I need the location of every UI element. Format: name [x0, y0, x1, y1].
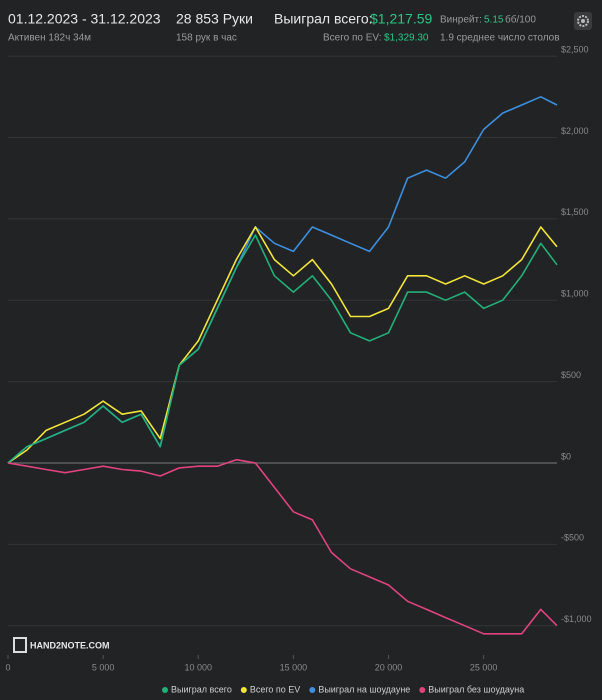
- legend-label: Выиграл без шоудауна: [428, 684, 524, 694]
- legend-marker: [309, 687, 316, 693]
- series-line: [7, 226, 558, 464]
- x-tick-label: 15 000: [280, 662, 308, 672]
- y-tick-label: -$500: [561, 533, 584, 543]
- tables: 1.9 среднее число столов: [440, 33, 560, 44]
- x-tick-label: 5 000: [92, 662, 115, 672]
- winrate-unit: бб/100: [505, 14, 536, 26]
- y-tick-label: $2,500: [561, 45, 589, 55]
- legend-marker: [240, 687, 247, 693]
- logo: HAND2NOTE.COM: [13, 637, 110, 653]
- period: 01.12.2023 - 31.12.2023: [8, 11, 161, 27]
- logo-text: HAND2NOTE.COM: [30, 640, 110, 650]
- legend-label: Всего по EV: [250, 684, 300, 694]
- settings-button[interactable]: [574, 12, 592, 30]
- legend-label: Выиграл на шоудауне: [318, 684, 410, 694]
- series-line: [7, 234, 558, 464]
- legend-marker: [162, 687, 168, 693]
- winrate-value: 5.15: [484, 15, 504, 26]
- hands: 28 853 Руки: [176, 11, 253, 27]
- y-tick-label: -$1,000: [561, 614, 592, 624]
- legend-label: Выиграл всего: [171, 684, 232, 694]
- legend-marker: [419, 687, 426, 693]
- x-tick-label: 20 000: [375, 662, 403, 672]
- active-time: Активен 182ч 34м: [8, 33, 91, 44]
- won-label: Выиграл всего:: [274, 11, 373, 27]
- x-tick-label: 10 000: [185, 662, 213, 672]
- y-tick-label: $1,500: [561, 207, 589, 217]
- y-tick-label: $1,000: [561, 289, 589, 299]
- y-tick-label: $500: [561, 370, 581, 380]
- won-value: $1,217.59: [370, 11, 432, 27]
- x-tick-label: 0: [5, 662, 10, 672]
- y-tick-label: $0: [561, 451, 571, 461]
- winrate-label: Винрейт:: [440, 15, 482, 26]
- ev-value: $1,329.30: [384, 33, 429, 44]
- y-tick-label: $2,000: [561, 126, 589, 136]
- series-line: [7, 458, 558, 635]
- ev-label: Всего по EV:: [323, 33, 382, 44]
- hands-per-hour: 158 рук в час: [176, 33, 237, 44]
- x-tick-label: 25 000: [470, 662, 498, 672]
